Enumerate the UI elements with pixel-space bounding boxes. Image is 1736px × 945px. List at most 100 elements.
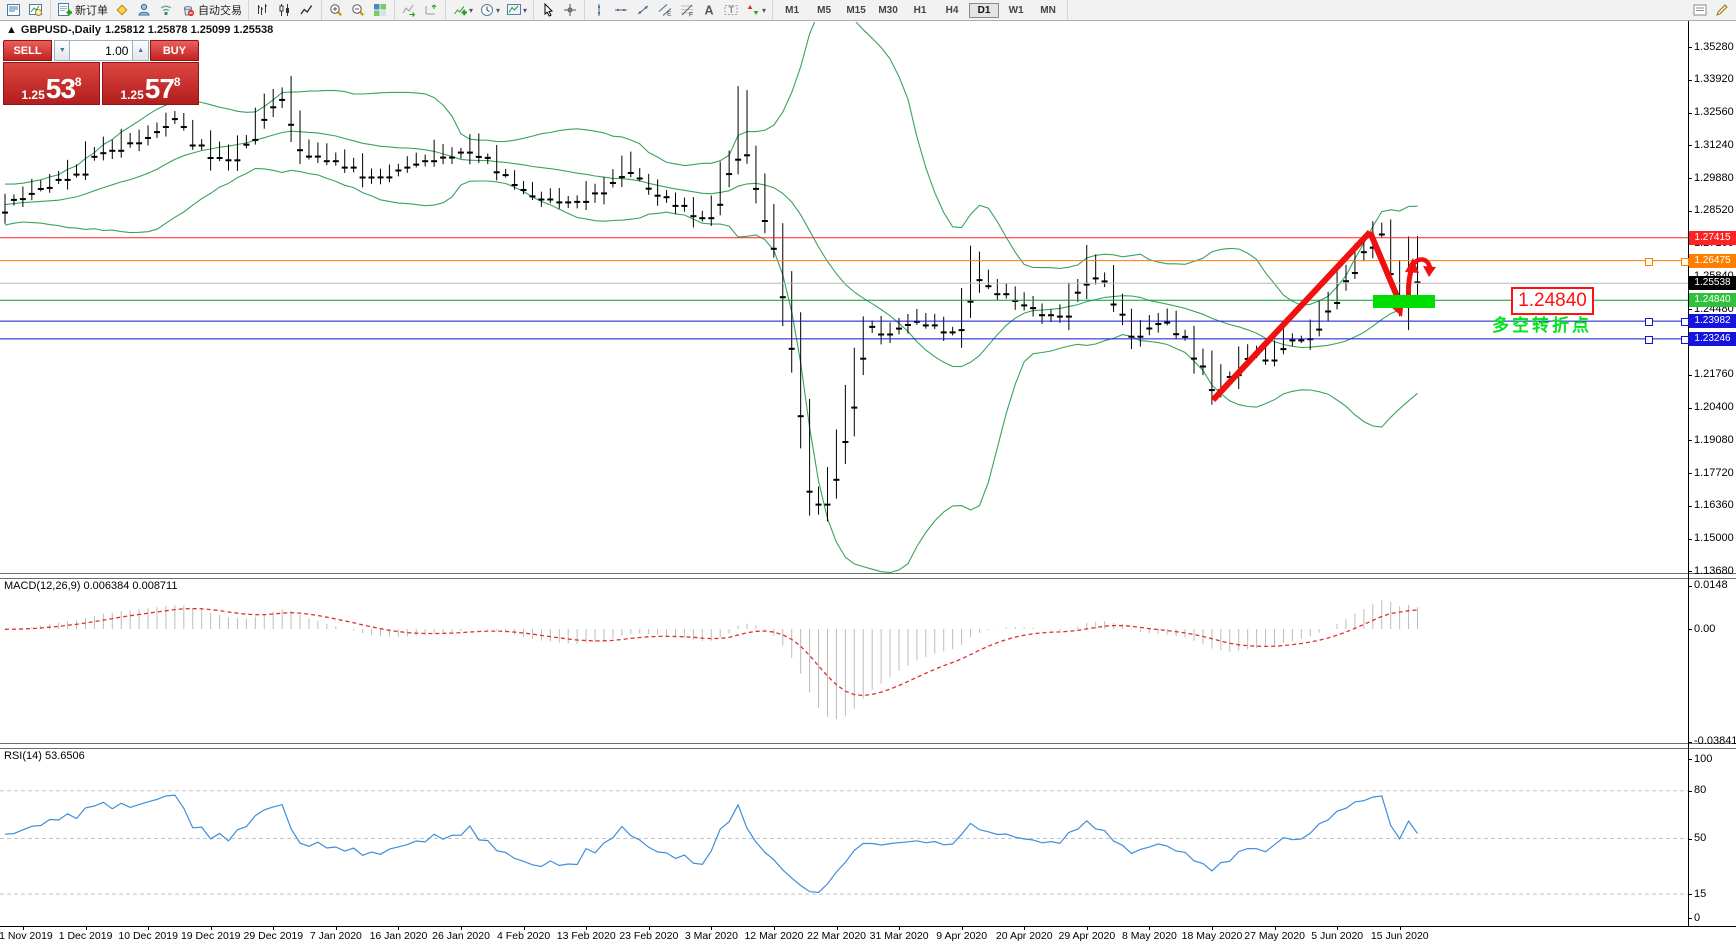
date-label: 26 Jan 2020: [432, 930, 490, 942]
timeframe-btn-MN[interactable]: MN: [1040, 4, 1056, 16]
toolbar-btn-crosshair[interactable]: [560, 1, 580, 19]
cn-note-text[interactable]: 多空转折点: [1492, 316, 1592, 335]
candle-body: [64, 178, 71, 181]
timeframe-btn-M5[interactable]: M5: [817, 4, 832, 16]
panel-separator-macd[interactable]: [0, 573, 1736, 579]
toolbar-btn-chart-shift[interactable]: [421, 1, 441, 19]
bid-price-box[interactable]: 1.25 53 8: [3, 62, 100, 105]
toolbar-btn-mini-edit[interactable]: [1712, 1, 1732, 19]
trendline-down-annotation[interactable]: [1367, 230, 1402, 303]
trendline-up-annotation[interactable]: [1210, 229, 1373, 403]
chevron-down-icon[interactable]: ▾: [762, 5, 767, 15]
candle-body: [1056, 315, 1063, 318]
toolbar-btn-label[interactable]: T: [721, 1, 741, 19]
candle-body: [878, 333, 885, 336]
bollinger-band-m[interactable]: [4, 130, 1418, 368]
candle-body: [529, 195, 536, 198]
arrows-icon: [747, 5, 759, 15]
chart-list-icon: [7, 4, 20, 16]
toolbar-btn-zoom-out[interactable]: [348, 1, 368, 19]
candle-body: [189, 144, 196, 147]
buy-button[interactable]: BUY: [149, 40, 199, 61]
timeframe-btn-H1[interactable]: H1: [913, 4, 927, 16]
hline-handle[interactable]: [1645, 318, 1653, 327]
toolbar-btn-line-chart[interactable]: [297, 1, 317, 19]
date-label: 8 May 2020: [1122, 930, 1177, 942]
toolbar-btn-tile-windows[interactable]: [370, 1, 390, 19]
toolbar-btn-chart-list[interactable]: [4, 1, 24, 19]
rsi-panel-canvas[interactable]: [0, 747, 1688, 925]
toolbar-btn-hline[interactable]: [611, 1, 631, 19]
toolbar-btn-fibonacci[interactable]: F: [677, 1, 697, 19]
bollinger-band-u[interactable]: [5, 22, 1418, 306]
toolbar-btn-autotrade[interactable]: 自动交易: [178, 1, 244, 19]
toolbar-btn-clock[interactable]: ▾: [477, 1, 502, 19]
main-chart-canvas[interactable]: [0, 22, 1688, 573]
candle-body: [2, 211, 8, 214]
date-label: 9 Apr 2020: [936, 930, 988, 942]
toolbar-btn-trendline[interactable]: [633, 1, 653, 19]
toolbar-btn-bar-chart[interactable]: [253, 1, 273, 19]
toolbar-btn-channel[interactable]: E: [655, 1, 675, 19]
candle-body: [118, 149, 125, 152]
toolbar-btn-text[interactable]: A: [699, 1, 719, 19]
timeframe-btn-M1[interactable]: M1: [785, 4, 800, 16]
toolbar-btn-profile[interactable]: [134, 1, 154, 19]
price-badge-1.25538: 1.25538: [1689, 276, 1736, 291]
price-callout-label[interactable]: 1.24840: [1511, 287, 1594, 315]
hook-curve[interactable]: [1410, 257, 1433, 269]
toolbar-btn-template[interactable]: ▾: [504, 1, 529, 19]
green-highlight-box[interactable]: [1373, 295, 1435, 308]
timeframe-btn-M15[interactable]: M15: [846, 4, 866, 16]
volume-decrease-button[interactable]: ▼: [54, 40, 71, 61]
volume-increase-button[interactable]: ▲: [132, 40, 149, 61]
toolbar-btn-arrows[interactable]: ▾: [743, 1, 768, 19]
hline-handle[interactable]: [1645, 257, 1653, 266]
axis-tick-mark: [1688, 586, 1692, 587]
toolbar-btn-gold[interactable]: [112, 1, 132, 19]
candle-body: [359, 176, 366, 179]
timeframe-btn-H4[interactable]: H4: [945, 4, 959, 16]
macd-tick-label: 0.00: [1694, 622, 1716, 635]
toolbar-btn-new-order[interactable]: 新订单: [55, 1, 110, 19]
toolbar-btn-signal[interactable]: [156, 1, 176, 19]
vline-icon: [597, 4, 601, 16]
toolbar-btn-vline[interactable]: [589, 1, 609, 19]
chevron-down-icon[interactable]: ▾: [523, 5, 528, 15]
timeframe-btn-D1[interactable]: D1: [969, 2, 1000, 18]
toolbar-btn-zoom-in[interactable]: [326, 1, 346, 19]
toolbar-btn-chart-preview[interactable]: [26, 1, 46, 19]
hline-handle[interactable]: [1645, 335, 1653, 344]
macd-panel-canvas[interactable]: [0, 577, 1688, 743]
toolbar-btn-mini-list[interactable]: [1690, 1, 1710, 19]
svg-text:T: T: [729, 5, 735, 15]
timeframe-btn-M30[interactable]: M30: [878, 4, 898, 16]
chevron-down-icon[interactable]: ▾: [496, 5, 501, 15]
hline-handle[interactable]: [1681, 257, 1689, 266]
toolbar-btn-candle-chart[interactable]: [275, 1, 295, 19]
bollinger-band-l[interactable]: [4, 167, 1418, 573]
candle-body: [1092, 277, 1099, 280]
candle-body: [565, 201, 572, 204]
toolbar-btn-cursor[interactable]: [538, 1, 558, 19]
candle-body: [520, 189, 527, 191]
date-tick-mark: [962, 926, 963, 930]
toolbar-btn-add-indicator[interactable]: ▾: [450, 1, 475, 19]
panel-separator-rsi[interactable]: [0, 743, 1736, 749]
price-badge-1.23246: 1.23246: [1689, 331, 1736, 346]
hline-handle[interactable]: [1681, 318, 1689, 327]
toolbar-btn-auto-scroll[interactable]: [399, 1, 419, 19]
price-tick-label: 1.24480: [1694, 302, 1734, 315]
ohlc-values: 1.25812 1.25878 1.25099 1.25538: [104, 24, 274, 36]
hline-handle[interactable]: [1681, 335, 1689, 344]
sell-button[interactable]: SELL: [3, 40, 53, 61]
ask-price-box[interactable]: 1.25 57 8: [102, 62, 199, 105]
main-toolbar: 新订单 自动交易 ▾ ▾ ▾ E F A T ▾ M1 M5 M15 M30 H1 H4 D1 W1 MN: [0, 0, 1736, 21]
volume-input[interactable]: [70, 40, 133, 61]
hook-arrowhead[interactable]: [1423, 266, 1436, 277]
candle-body: [824, 503, 831, 506]
chevron-down-icon[interactable]: ▾: [469, 5, 474, 15]
collapse-arrow-icon[interactable]: ▲: [6, 24, 17, 36]
timeframe-btn-W1[interactable]: W1: [1008, 4, 1024, 16]
candle-body: [1334, 302, 1341, 304]
